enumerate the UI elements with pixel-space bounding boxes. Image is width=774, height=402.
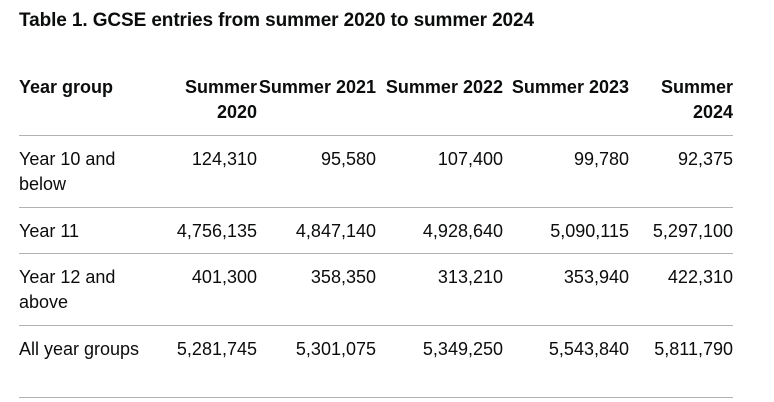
row-label: Year 10 and below — [19, 135, 151, 208]
column-header-year-group: Year group — [19, 67, 151, 136]
table-caption: Table 1. GCSE entries from summer 2020 t… — [19, 10, 534, 31]
table-cell: 5,301,075 — [257, 325, 376, 398]
table-cell: 353,940 — [503, 253, 629, 326]
table-cell: 4,847,140 — [257, 207, 376, 254]
table-cell: 422,310 — [629, 253, 733, 326]
table-row: Year 12 and above 401,300 358,350 313,21… — [19, 253, 733, 326]
table-cell: 401,300 — [151, 253, 257, 326]
table-row: Year 11 4,756,135 4,847,140 4,928,640 5,… — [19, 207, 733, 254]
table-cell: 4,756,135 — [151, 207, 257, 254]
table-cell: 5,090,115 — [503, 207, 629, 254]
table-cell: 4,928,640 — [376, 207, 503, 254]
gcse-entries-table: Year group Summer 2020 Summer 2021 Summe… — [19, 67, 733, 398]
column-header-summer-2021: Summer 2021 — [257, 67, 376, 136]
table-cell: 95,580 — [257, 135, 376, 208]
table-cell: 5,349,250 — [376, 325, 503, 398]
column-header-summer-2020: Summer 2020 — [151, 67, 257, 136]
row-label: All year groups — [19, 325, 151, 398]
table-cell: 358,350 — [257, 253, 376, 326]
row-label: Year 12 and above — [19, 253, 151, 326]
table-cell: 5,281,745 — [151, 325, 257, 398]
table-cell: 124,310 — [151, 135, 257, 208]
table-cell: 92,375 — [629, 135, 733, 208]
column-header-summer-2022: Summer 2022 — [376, 67, 503, 136]
table-row: Year 10 and below 124,310 95,580 107,400… — [19, 135, 733, 208]
table-cell: 5,811,790 — [629, 325, 733, 398]
column-header-summer-2023: Summer 2023 — [503, 67, 629, 136]
table-cell: 107,400 — [376, 135, 503, 208]
table-row: All year groups 5,281,745 5,301,075 5,34… — [19, 325, 733, 398]
column-header-summer-2024: Summer 2024 — [629, 67, 733, 136]
table-cell: 313,210 — [376, 253, 503, 326]
table-cell: 5,297,100 — [629, 207, 733, 254]
table-header-row: Year group Summer 2020 Summer 2021 Summe… — [19, 67, 733, 136]
row-label: Year 11 — [19, 207, 151, 254]
table-cell: 99,780 — [503, 135, 629, 208]
table-cell: 5,543,840 — [503, 325, 629, 398]
